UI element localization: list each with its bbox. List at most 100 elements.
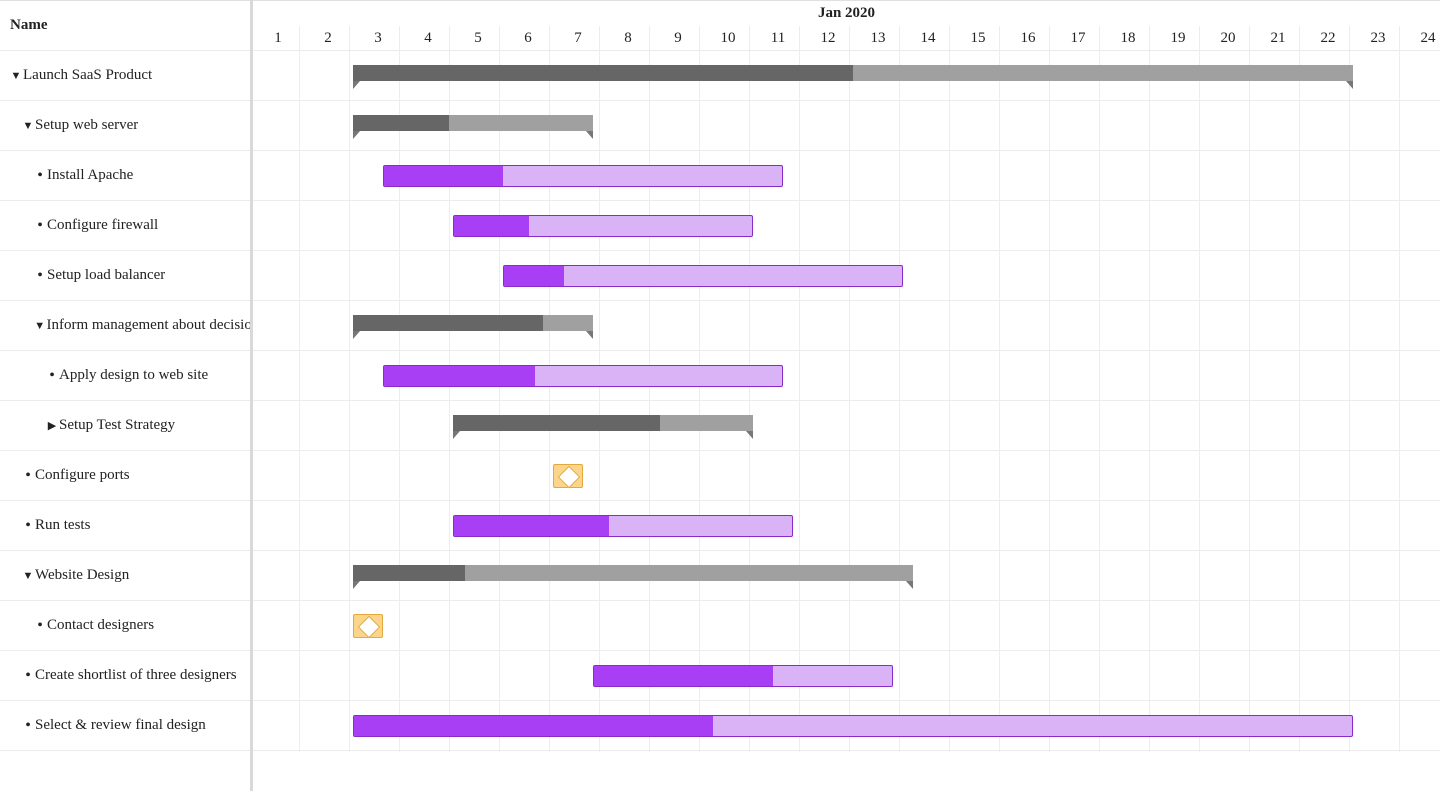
day-label: 9 xyxy=(674,30,682,46)
summary-progress xyxy=(353,315,543,331)
summary-bar[interactable] xyxy=(353,65,1353,89)
task-name: Launch SaaS Product xyxy=(23,67,153,83)
task-row[interactable]: ▼ Setup web server xyxy=(0,101,250,151)
task-list: ▼ Launch SaaS Product ▼ Setup web server • In… xyxy=(0,51,250,751)
day-label: 8 xyxy=(624,30,632,46)
grid-line xyxy=(1099,26,1100,752)
diamond-icon xyxy=(357,615,381,639)
grid-line xyxy=(949,26,950,752)
bullet-icon: • xyxy=(37,266,43,284)
collapse-toggle-icon[interactable]: ▼ xyxy=(22,119,34,132)
diamond-icon xyxy=(557,465,581,489)
task-bar[interactable] xyxy=(453,215,753,237)
task-progress xyxy=(504,266,564,286)
task-bar[interactable] xyxy=(353,715,1353,737)
task-bar[interactable] xyxy=(503,265,903,287)
grid-line xyxy=(749,26,750,752)
summary-bar[interactable] xyxy=(353,565,913,589)
expand-toggle-icon[interactable]: ▶ xyxy=(47,420,57,432)
grid-line xyxy=(1249,26,1250,752)
collapse-toggle-icon[interactable]: ▼ xyxy=(34,319,46,332)
task-row[interactable]: • Configure ports xyxy=(0,451,250,501)
collapse-toggle-icon[interactable]: ▼ xyxy=(22,569,34,582)
day-label: 10 xyxy=(720,30,736,46)
day-label: 2 xyxy=(324,30,332,46)
task-row[interactable]: • Install Apache xyxy=(0,151,250,201)
bullet-icon: • xyxy=(25,466,31,484)
task-row[interactable]: ▶ Setup Test Strategy xyxy=(0,401,250,451)
row-divider xyxy=(253,600,1440,601)
task-row[interactable]: ▼ Website Design xyxy=(0,551,250,601)
task-progress xyxy=(594,666,773,686)
row-divider xyxy=(253,550,1440,551)
collapse-toggle-icon[interactable]: ▼ xyxy=(10,69,22,82)
summary-bar[interactable] xyxy=(353,115,593,139)
task-row[interactable]: • Configure firewall xyxy=(0,201,250,251)
grid-line xyxy=(1349,26,1350,752)
grid-line xyxy=(849,26,850,752)
task-row[interactable]: • Select & review final design xyxy=(0,701,250,751)
grid-line xyxy=(499,26,500,752)
month-label: Jan 2020 xyxy=(817,5,876,21)
day-label: 11 xyxy=(770,30,786,46)
task-progress xyxy=(384,166,504,186)
grid-line xyxy=(399,26,400,752)
name-column-header[interactable]: Name xyxy=(0,0,250,51)
task-name: Apply design to web site xyxy=(59,367,209,383)
task-name: Website Design xyxy=(35,567,130,583)
grid-line xyxy=(1199,26,1200,752)
row-divider xyxy=(253,150,1440,151)
grid-line xyxy=(1299,26,1300,752)
timeline-header: Jan 2020 1 2 3 4 5 6 7 8 9 10 11 12 13 14 15 16 17 18 19 20… xyxy=(253,0,1440,51)
grid-line xyxy=(349,26,350,752)
row-divider xyxy=(253,200,1440,201)
day-label: 13 xyxy=(870,30,886,46)
grid-line xyxy=(1399,26,1400,752)
row-divider xyxy=(253,400,1440,401)
task-row[interactable]: ▼ Inform management about decision xyxy=(0,301,250,351)
bullet-icon: • xyxy=(25,716,31,734)
milestone-marker[interactable] xyxy=(553,464,583,489)
day-label: 21 xyxy=(1270,30,1286,46)
task-name: Setup web server xyxy=(35,117,139,133)
day-label: 15 xyxy=(970,30,986,46)
grid-line xyxy=(1049,26,1050,752)
task-bar[interactable] xyxy=(383,165,783,187)
summary-progress xyxy=(353,565,465,581)
bullet-icon: • xyxy=(25,516,31,534)
day-label: 4 xyxy=(424,30,432,46)
row-divider xyxy=(253,450,1440,451)
task-row[interactable]: • Run tests xyxy=(0,501,250,551)
bullet-icon: • xyxy=(25,666,31,684)
grid-line xyxy=(299,26,300,752)
grid-line xyxy=(599,26,600,752)
grid-line xyxy=(799,26,800,752)
day-label: 3 xyxy=(374,30,382,46)
gantt-chart-area: Jan 2020 1 2 3 4 5 6 7 8 9 10 11 12 13 14 15 16 17 18 19 20… xyxy=(253,0,1440,791)
task-row[interactable]: ▼ Launch SaaS Product xyxy=(0,51,250,101)
task-name-panel: Name ▼ Launch SaaS Product ▼ Setup web serv… xyxy=(0,0,253,791)
task-progress xyxy=(454,216,529,236)
task-name: Configure ports xyxy=(35,467,130,483)
day-label: 22 xyxy=(1320,30,1336,46)
task-row[interactable]: • Contact designers xyxy=(0,601,250,651)
task-bar[interactable] xyxy=(383,365,783,387)
task-bar[interactable] xyxy=(593,665,893,687)
grid-line xyxy=(699,26,700,752)
task-row[interactable]: • Setup load balancer xyxy=(0,251,250,301)
bullet-icon: • xyxy=(37,616,43,634)
day-label: 23 xyxy=(1370,30,1386,46)
task-row[interactable]: • Create shortlist of three designers xyxy=(0,651,250,701)
day-label: 17 xyxy=(1070,30,1086,46)
task-row[interactable]: • Apply design to web site xyxy=(0,351,250,401)
row-divider xyxy=(253,750,1440,751)
day-label: 14 xyxy=(920,30,936,46)
task-bar[interactable] xyxy=(453,515,793,537)
milestone-marker[interactable] xyxy=(353,614,383,639)
task-name: Setup Test Strategy xyxy=(59,417,176,433)
summary-bar[interactable] xyxy=(353,315,593,339)
row-divider xyxy=(253,650,1440,651)
grid-line xyxy=(1149,26,1150,752)
summary-bar[interactable] xyxy=(453,415,753,439)
grid-line xyxy=(899,26,900,752)
